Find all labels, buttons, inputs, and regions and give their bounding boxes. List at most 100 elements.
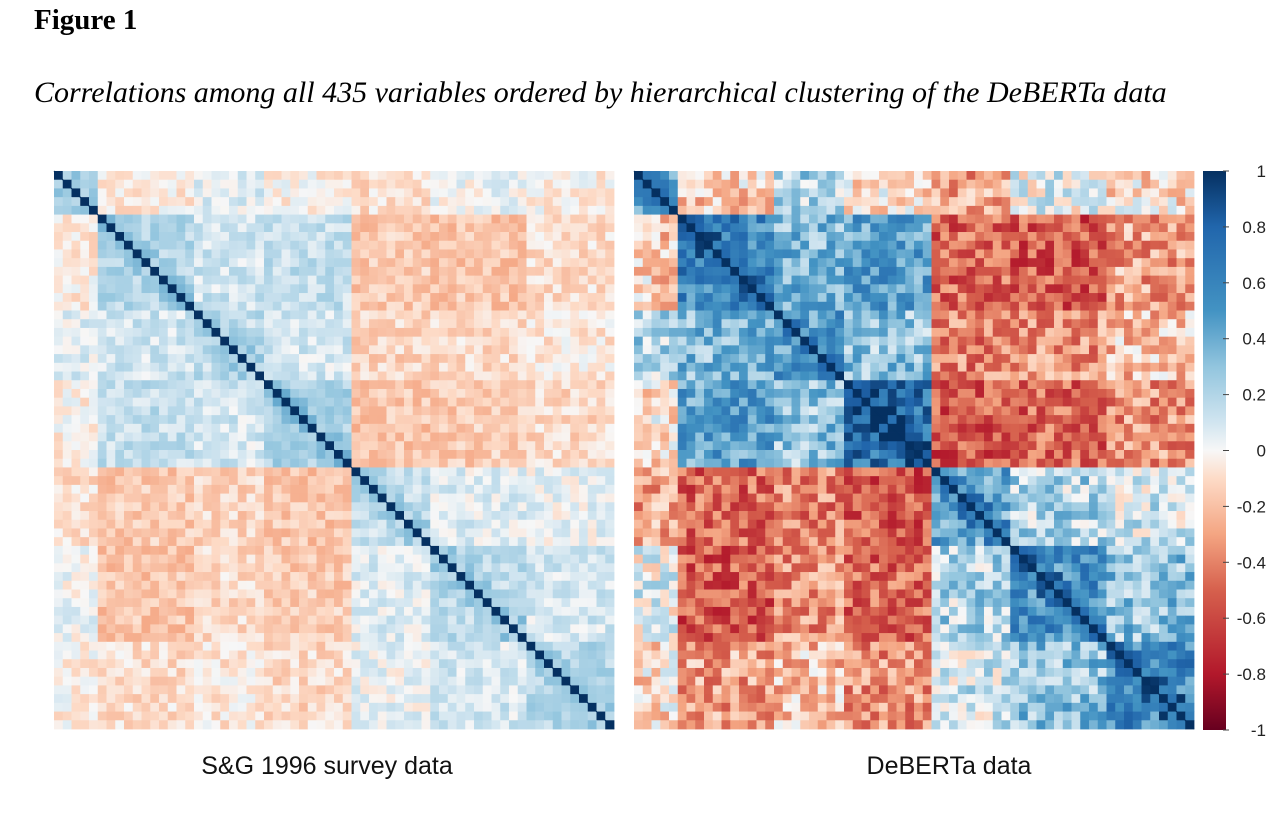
heatmap-cell: [509, 676, 519, 686]
heatmap-cell: [290, 545, 300, 556]
heatmap-cell: [141, 354, 151, 364]
heatmap-cell: [561, 310, 571, 320]
heatmap-cell: [887, 223, 897, 233]
heatmap-cell: [605, 327, 615, 338]
heatmap-cell: [369, 258, 379, 268]
heatmap-cell: [80, 388, 90, 399]
heatmap-cell: [412, 450, 422, 460]
heatmap-cell: [386, 406, 396, 416]
heatmap-cell: [570, 702, 580, 712]
heatmap-cell: [167, 380, 177, 390]
heatmap-cell: [89, 293, 99, 303]
heatmap-cell: [852, 171, 862, 181]
heatmap-cell: [132, 327, 142, 338]
heatmap-cell: [474, 511, 484, 521]
heatmap-cell: [229, 188, 239, 198]
heatmap-cell: [229, 519, 239, 529]
heatmap-cell: [334, 589, 344, 599]
heatmap-cell: [412, 589, 422, 599]
heatmap-cell: [896, 284, 906, 294]
heatmap-cell: [229, 319, 239, 329]
heatmap-cell: [115, 354, 125, 364]
heatmap-cell: [176, 327, 186, 338]
heatmap-cell: [202, 633, 212, 643]
heatmap-cell: [237, 380, 247, 390]
heatmap-cell: [141, 345, 151, 355]
heatmap-cell: [992, 240, 1002, 250]
heatmap-cell: [141, 240, 151, 250]
heatmap-cell: [456, 406, 466, 416]
heatmap-cell: [185, 284, 195, 294]
heatmap-cell: [695, 284, 705, 294]
heatmap-cell: [290, 232, 300, 242]
heatmap-cell: [456, 589, 466, 599]
heatmap-cell: [404, 432, 414, 442]
heatmap-cell: [150, 545, 160, 556]
heatmap-cell: [185, 388, 195, 399]
heatmap-cell: [334, 415, 344, 425]
heatmap-cell: [316, 345, 326, 355]
heatmap-cell: [106, 397, 116, 407]
heatmap-cell: [167, 197, 177, 207]
heatmap-cell: [651, 171, 661, 181]
heatmap-cell: [526, 232, 536, 242]
heatmap-cell: [526, 633, 536, 643]
heatmap-cell: [456, 633, 466, 643]
heatmap-cell: [255, 266, 265, 277]
heatmap-cell: [677, 249, 687, 259]
heatmap-cell: [975, 197, 985, 207]
heatmap-cell: [756, 205, 766, 215]
heatmap-cell: [124, 458, 134, 468]
heatmap-cell: [141, 249, 151, 259]
heatmap-cell: [922, 179, 932, 189]
heatmap-cell: [421, 641, 431, 651]
heatmap-cell: [220, 258, 230, 268]
heatmap-cell: [97, 423, 107, 433]
heatmap-cell: [465, 179, 475, 189]
heatmap-cell: [509, 441, 519, 451]
heatmap-cell: [430, 694, 440, 704]
heatmap-cell: [570, 223, 580, 233]
heatmap-cell: [526, 380, 536, 390]
heatmap-cell: [605, 650, 615, 660]
heatmap-cell: [62, 293, 72, 303]
heatmap-cell: [71, 406, 81, 416]
heatmap-cell: [281, 354, 291, 364]
heatmap-cell: [54, 676, 64, 686]
heatmap-cell: [106, 667, 116, 678]
heatmap-cell: [176, 572, 186, 582]
heatmap-cell: [106, 572, 116, 582]
heatmap-cell: [552, 327, 562, 338]
heatmap-cell: [439, 511, 449, 521]
heatmap-cell: [229, 336, 239, 346]
heatmap-cell: [290, 249, 300, 259]
heatmap-cell: [211, 319, 221, 329]
heatmap-cell: [517, 598, 527, 608]
heatmap-cell: [835, 171, 845, 181]
heatmap-cell: [782, 240, 792, 250]
heatmap-cell: [456, 537, 466, 547]
heatmap-cell: [342, 685, 352, 695]
heatmap-cell: [465, 258, 475, 268]
heatmap-cell: [430, 528, 440, 538]
heatmap-cell: [482, 720, 492, 730]
heatmap-cell: [229, 450, 239, 460]
heatmap-cell: [669, 249, 679, 259]
heatmap-cell: [447, 423, 457, 433]
heatmap-cell: [71, 240, 81, 250]
heatmap-cell: [176, 519, 186, 529]
heatmap-cell: [791, 258, 801, 268]
heatmap-cell: [456, 511, 466, 521]
heatmap-cell: [491, 598, 501, 608]
heatmap-cell: [255, 188, 265, 198]
heatmap-cell: [167, 232, 177, 242]
heatmap-cell: [412, 310, 422, 320]
heatmap-cell: [570, 197, 580, 207]
heatmap-cell: [870, 179, 880, 189]
heatmap-cell: [264, 476, 274, 486]
heatmap-cell: [704, 232, 714, 242]
heatmap-cell: [1185, 197, 1195, 207]
heatmap-cell: [587, 641, 597, 651]
heatmap-cell: [561, 415, 571, 425]
heatmap-cell: [552, 606, 562, 617]
